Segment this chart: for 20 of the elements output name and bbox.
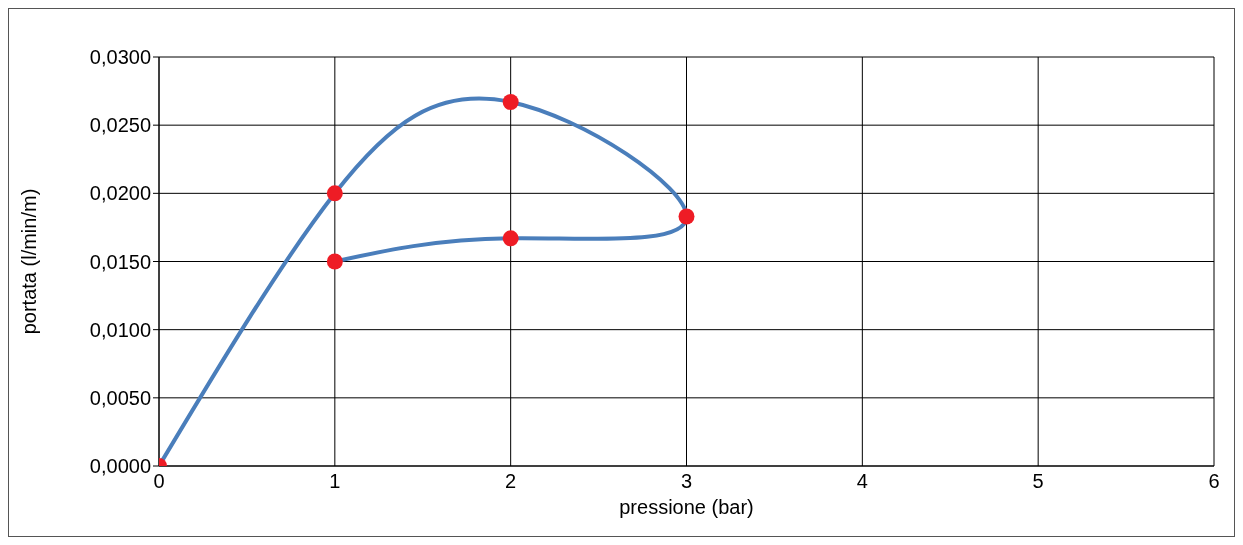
point [678,208,695,225]
y-tick-label: 0,0000 [89,455,151,478]
y-axis-title: portata (l/min/m) [18,188,41,335]
point [326,253,343,270]
x-tick-label: 5 [1032,470,1044,493]
y-tick-label: 0,0250 [89,114,151,137]
y-tick-label: 0,0050 [89,386,151,409]
y-tick-label: 0,0200 [89,182,151,205]
point [326,185,343,202]
x-axis-title: pressione (bar) [619,496,754,518]
y-tick-label: 0,0100 [89,318,151,341]
x-tick-label: 1 [329,470,341,493]
x-tick-label: 3 [680,470,693,493]
y-tick-label: 0,0300 [89,46,151,69]
x-tick-label: 6 [1208,470,1220,493]
y-tick-label: 0,0150 [89,250,151,273]
point [502,230,519,247]
x-tick-label: 2 [505,470,517,493]
x-tick-label: 0 [153,470,165,493]
x-tick-label: 4 [856,470,868,493]
